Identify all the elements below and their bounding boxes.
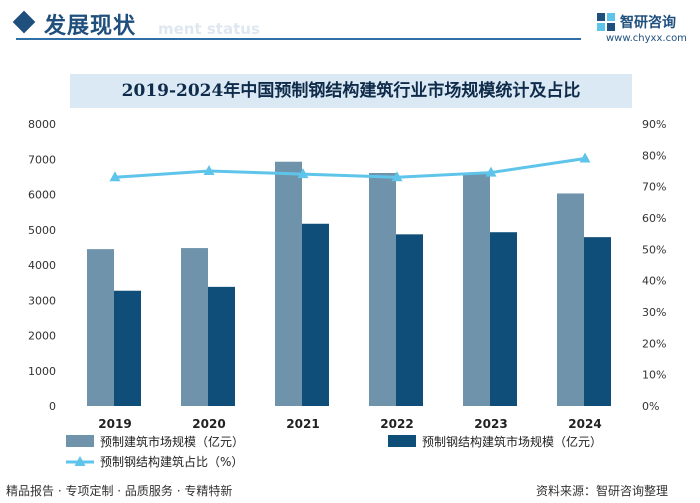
bar-steel-market bbox=[490, 232, 517, 406]
legend-swatch bbox=[66, 435, 94, 447]
ratio-line bbox=[109, 152, 591, 182]
bar-prefab-market bbox=[369, 172, 396, 406]
right-tick-label: 40% bbox=[642, 275, 666, 288]
right-tick-label: 20% bbox=[642, 337, 666, 350]
ratio-point bbox=[579, 152, 591, 163]
right-tick-label: 60% bbox=[642, 212, 666, 225]
left-tick-label: 2000 bbox=[28, 330, 56, 343]
bar-prefab-market bbox=[275, 161, 302, 406]
bars bbox=[87, 161, 611, 406]
page-footer: 精品报告 · 专项定制 · 品质服务 · 专精特新 资料来源：智研咨询整理 bbox=[0, 476, 700, 503]
x-axis: 2019 2020 2021 2022 2023 2024 bbox=[98, 417, 601, 431]
watermark-subtitle: ment status bbox=[158, 20, 260, 38]
brand-url: www.chyxx.com bbox=[606, 33, 687, 44]
footer-tagline: 精品报告 · 专项定制 · 品质服务 · 专精特新 bbox=[6, 484, 233, 498]
left-tick-label: 6000 bbox=[28, 189, 56, 202]
left-tick-label: 3000 bbox=[28, 294, 56, 307]
ratio-point bbox=[203, 165, 215, 175]
left-tick-label: 5000 bbox=[28, 224, 56, 237]
left-tick-label: 0 bbox=[49, 400, 56, 413]
right-tick-label: 30% bbox=[642, 306, 666, 319]
bar-prefab-market bbox=[181, 248, 208, 406]
x-tick-label: 2020 bbox=[192, 417, 225, 431]
legend: 预制建筑市场规模（亿元） 预制钢结构建筑市场规模（亿元） 预制钢结构建筑占比（%） bbox=[66, 434, 602, 469]
bar-prefab-market bbox=[87, 249, 114, 406]
left-tick-label: 7000 bbox=[28, 153, 56, 166]
bar-steel-market bbox=[302, 223, 329, 406]
ratio-point bbox=[485, 166, 497, 177]
left-tick-label: 1000 bbox=[28, 365, 56, 378]
bar-prefab-market bbox=[557, 193, 584, 406]
left-axis: 0 1000 2000 3000 4000 5000 6000 7000 8000 bbox=[28, 118, 56, 413]
right-tick-label: 50% bbox=[642, 243, 666, 256]
page-header: 发展现状 ment status 智研咨询 www.chyxx.com bbox=[0, 0, 700, 58]
x-tick-label: 2022 bbox=[380, 417, 413, 431]
ratio-point bbox=[391, 171, 403, 182]
legend-swatch bbox=[388, 435, 416, 447]
chart-title-band: 2019-2024年中国预制钢结构建筑行业市场规模统计及占比 bbox=[70, 74, 632, 108]
bar-steel-market bbox=[584, 237, 611, 406]
right-tick-label: 0% bbox=[642, 400, 659, 413]
bar-steel-market bbox=[396, 234, 423, 406]
x-tick-label: 2023 bbox=[474, 417, 507, 431]
legend-steel-market: 预制钢结构建筑市场规模（亿元） bbox=[422, 434, 602, 449]
legend-marker bbox=[74, 456, 86, 466]
right-tick-label: 90% bbox=[642, 118, 666, 131]
chart: 0 1000 2000 3000 4000 5000 6000 7000 8000 0% 10% 2… bbox=[28, 118, 666, 469]
bar-prefab-market bbox=[463, 172, 490, 406]
brand-icon bbox=[597, 13, 615, 31]
brand-logo: 智研咨询 www.chyxx.com bbox=[596, 8, 696, 52]
right-tick-label: 70% bbox=[642, 181, 666, 194]
legend-prefab-market: 预制建筑市场规模（亿元） bbox=[100, 434, 244, 449]
chart-title: 2019-2024年中国预制钢结构建筑行业市场规模统计及占比 bbox=[121, 81, 581, 101]
left-tick-label: 8000 bbox=[28, 118, 56, 131]
left-tick-label: 4000 bbox=[28, 259, 56, 272]
section-title: 发展现状 bbox=[44, 14, 137, 39]
right-axis: 0% 10% 20% 30% 40% 50% 60% 70% 80% 90% bbox=[642, 118, 666, 413]
right-tick-label: 80% bbox=[642, 149, 666, 162]
header-divider bbox=[16, 38, 581, 40]
right-tick-label: 10% bbox=[642, 369, 666, 382]
x-tick-label: 2019 bbox=[98, 417, 131, 431]
bar-steel-market bbox=[114, 290, 141, 406]
bar-steel-market bbox=[208, 286, 235, 406]
x-tick-label: 2021 bbox=[286, 417, 319, 431]
footer-source: 资料来源：智研咨询整理 bbox=[536, 484, 669, 498]
ratio-line-path bbox=[114, 156, 586, 179]
x-tick-label: 2024 bbox=[568, 417, 601, 431]
brand-name: 智研咨询 bbox=[620, 15, 676, 31]
ratio-point bbox=[297, 168, 309, 179]
ratio-point bbox=[109, 171, 121, 182]
legend-steel-ratio: 预制钢结构建筑占比（%） bbox=[100, 454, 243, 469]
